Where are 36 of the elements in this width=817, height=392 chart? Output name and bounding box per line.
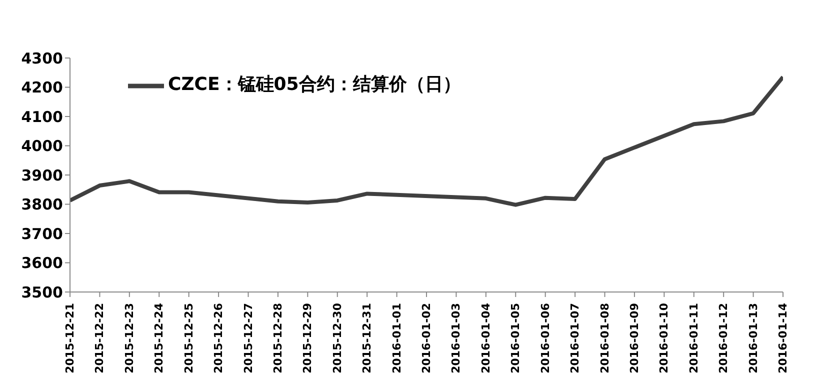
y-tick-label: 4100 <box>21 108 63 126</box>
x-tick-label: 2015-12-21 <box>64 303 76 374</box>
x-tick-label: 2015-12-23 <box>122 303 136 374</box>
y-tick-label: 3900 <box>21 166 63 184</box>
x-tick-label: 2015-12-31 <box>360 303 374 374</box>
x-tick-label: 2015-12-25 <box>182 303 196 374</box>
y-tick-label: 4300 <box>21 49 63 68</box>
x-tick-label: 2016-01-10 <box>658 302 671 374</box>
y-tick-label: 3500 <box>21 283 63 302</box>
x-tick-label: 2016-01-12 <box>717 303 730 374</box>
legend-label: CZCE：锰硅05合约：结算价（日） <box>168 74 461 96</box>
y-tick-label: 3800 <box>21 196 63 214</box>
x-tick-label: 2015-12-30 <box>330 302 344 374</box>
x-tick-label: 2016-01-06 <box>538 302 552 374</box>
x-tick-label: 2015-12-28 <box>271 303 284 374</box>
x-tick-label: 2015-12-27 <box>242 303 255 374</box>
x-tick-label: 2016-01-04 <box>479 302 492 374</box>
x-tick-label: 2016-01-11 <box>687 303 700 374</box>
line-series <box>70 75 783 207</box>
x-tick-label: 2016-01-05 <box>509 303 522 374</box>
x-tick-label: 2016-01-14 <box>776 302 790 374</box>
x-tick-label: 2016-01-08 <box>598 303 612 374</box>
y-tick-label: 4000 <box>21 137 63 156</box>
x-tick-label: 2016-01-09 <box>628 303 641 374</box>
x-tick-label: 2016-01-02 <box>420 303 433 374</box>
x-tick-label: 2016-01-01 <box>390 303 404 374</box>
y-tick-label: 3600 <box>21 254 63 272</box>
x-tick-label: 2016-01-07 <box>568 303 582 374</box>
x-tick-label: 2015-12-24 <box>152 302 166 374</box>
x-tick-label: 2016-01-13 <box>746 303 760 374</box>
x-tick-label: 2015-12-29 <box>301 303 314 374</box>
x-tick-label: 2016-01-03 <box>450 303 463 374</box>
y-tick-label: 3700 <box>21 224 63 243</box>
y-tick-label: 4200 <box>21 78 63 97</box>
x-tick-label: 2015-12-22 <box>93 303 106 374</box>
x-tick-label: 2015-12-26 <box>212 302 226 374</box>
